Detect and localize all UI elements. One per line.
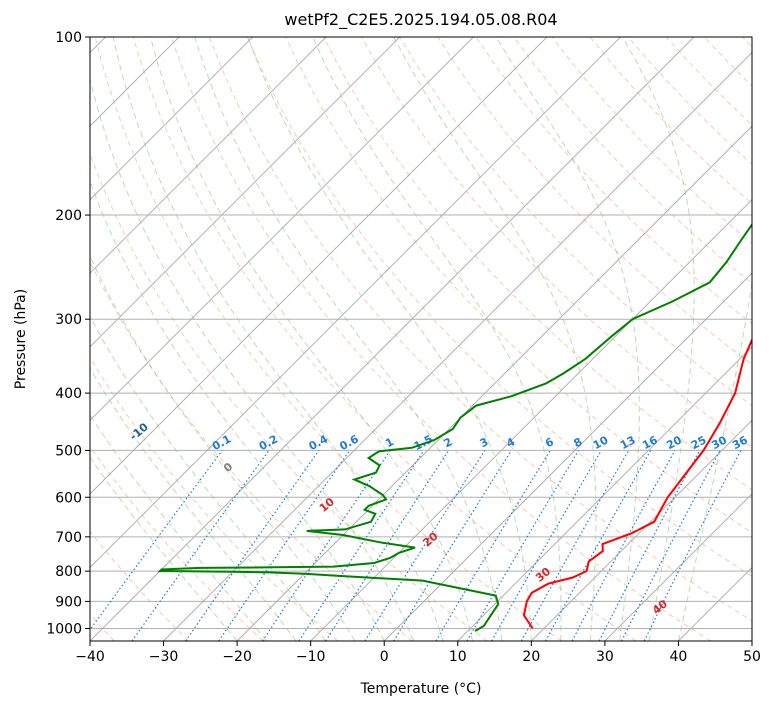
x-tick-label: 10	[449, 649, 467, 665]
x-tick-label: 40	[670, 649, 688, 665]
x-tick-label: −10	[296, 649, 326, 665]
x-axis-label: Temperature (°C)	[360, 681, 482, 697]
x-tick-label: 0	[380, 649, 389, 665]
y-tick-label: 500	[55, 443, 82, 459]
y-tick-label: 1000	[46, 621, 82, 637]
y-tick-label: 800	[55, 564, 82, 580]
x-tick-label: −20	[222, 649, 252, 665]
x-tick-label: −40	[75, 649, 105, 665]
x-tick-label: −30	[149, 649, 179, 665]
y-tick-label: 400	[55, 386, 82, 402]
y-axis-label: Pressure (hPa)	[13, 289, 29, 389]
x-tick-label: 20	[522, 649, 540, 665]
y-tick-label: 300	[55, 312, 82, 328]
chart-title: wetPf2_C2E5.2025.194.05.08.R04	[284, 10, 557, 30]
y-tick-label: 700	[55, 530, 82, 546]
y-tick-label: 600	[55, 490, 82, 506]
y-tick-label: 100	[55, 30, 82, 46]
y-tick-label: 200	[55, 208, 82, 224]
x-tick-label: 30	[596, 649, 614, 665]
y-tick-label: 900	[55, 594, 82, 610]
x-tick-label: 50	[743, 649, 761, 665]
